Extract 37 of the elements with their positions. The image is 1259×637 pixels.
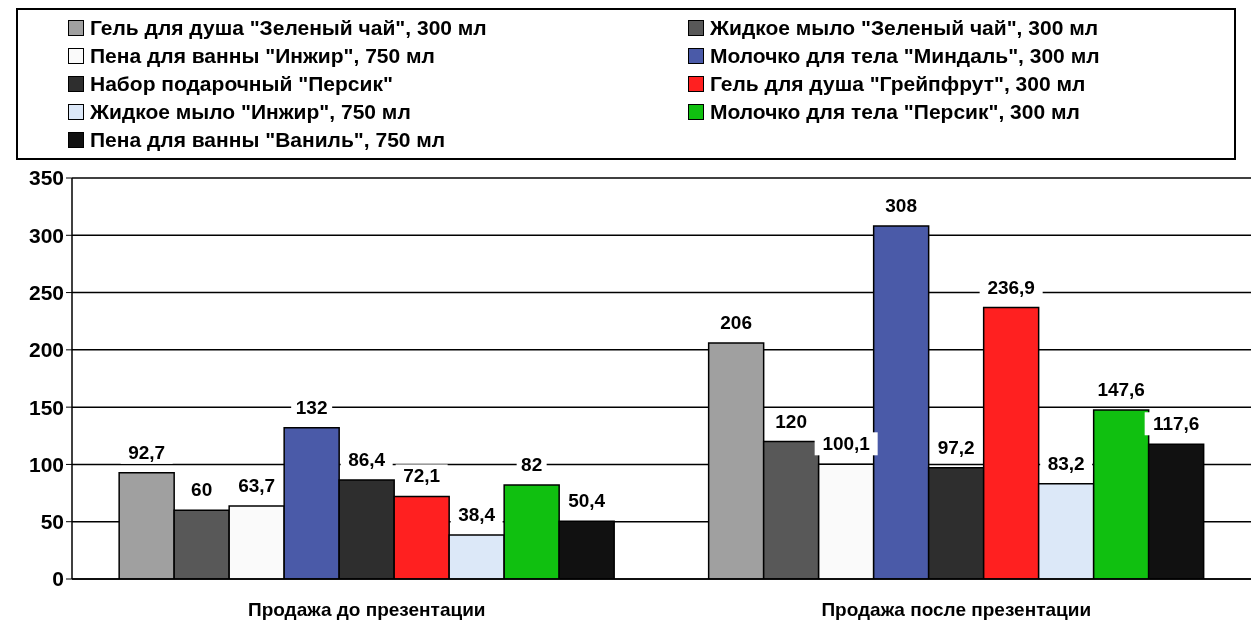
data-label: 38,4	[458, 504, 496, 525]
data-label: 82	[521, 454, 543, 476]
data-label: 63,7	[238, 475, 276, 497]
data-label: 86,4	[348, 449, 386, 471]
data-label: 97,2	[937, 436, 975, 458]
data-label: 117,6	[1152, 413, 1200, 435]
legend-label: Набор подарочный "Персик"	[90, 72, 393, 96]
y-tick-label: 200	[28, 338, 64, 362]
legend-label: Молочко для тела "Персик", 300 мл	[710, 100, 1080, 124]
legend-label: Пена для ванны "Инжир", 750 мл	[90, 44, 435, 68]
data-label: 206	[720, 311, 753, 333]
legend-label: Гель для душа "Грейпфрут", 300 мл	[710, 72, 1086, 96]
y-tick-label: 0	[52, 567, 64, 591]
data-label: 132	[295, 396, 328, 418]
y-tick-label: 100	[28, 452, 64, 476]
y-tick-label: 350	[28, 166, 64, 190]
legend-label: Жидкое мыло "Зеленый чай", 300 мл	[710, 16, 1099, 40]
legend-label: Жидкое мыло "Инжир", 750 мл	[90, 100, 411, 124]
legend-label: Молочко для тела "Миндаль", 300 мл	[710, 44, 1100, 68]
data-label: 100,1	[822, 433, 871, 455]
data-label: 50,4	[568, 490, 606, 512]
data-label: 83,2	[1047, 452, 1085, 474]
data-label: 308	[885, 195, 918, 217]
data-label: 147,6	[1097, 378, 1145, 400]
data-label: 72,1	[403, 465, 441, 487]
data-label: 120	[775, 410, 808, 432]
x-tick-label: Продажа до презентации	[247, 599, 486, 621]
data-label: 236,9	[987, 276, 1035, 298]
legend-label: Пена для ванны "Ваниль", 750 мл	[90, 128, 446, 152]
legend-label: Гель для душа "Зеленый чай", 300 мл	[90, 16, 487, 40]
y-tick-label: 300	[28, 223, 64, 247]
y-tick-label: 150	[28, 395, 64, 419]
data-label: 92,7	[128, 441, 166, 463]
x-tick-label: Продажа после презентации	[821, 599, 1092, 621]
data-label: 60	[191, 479, 213, 501]
y-tick-label: 50	[40, 510, 64, 534]
y-tick-label: 250	[28, 281, 64, 305]
